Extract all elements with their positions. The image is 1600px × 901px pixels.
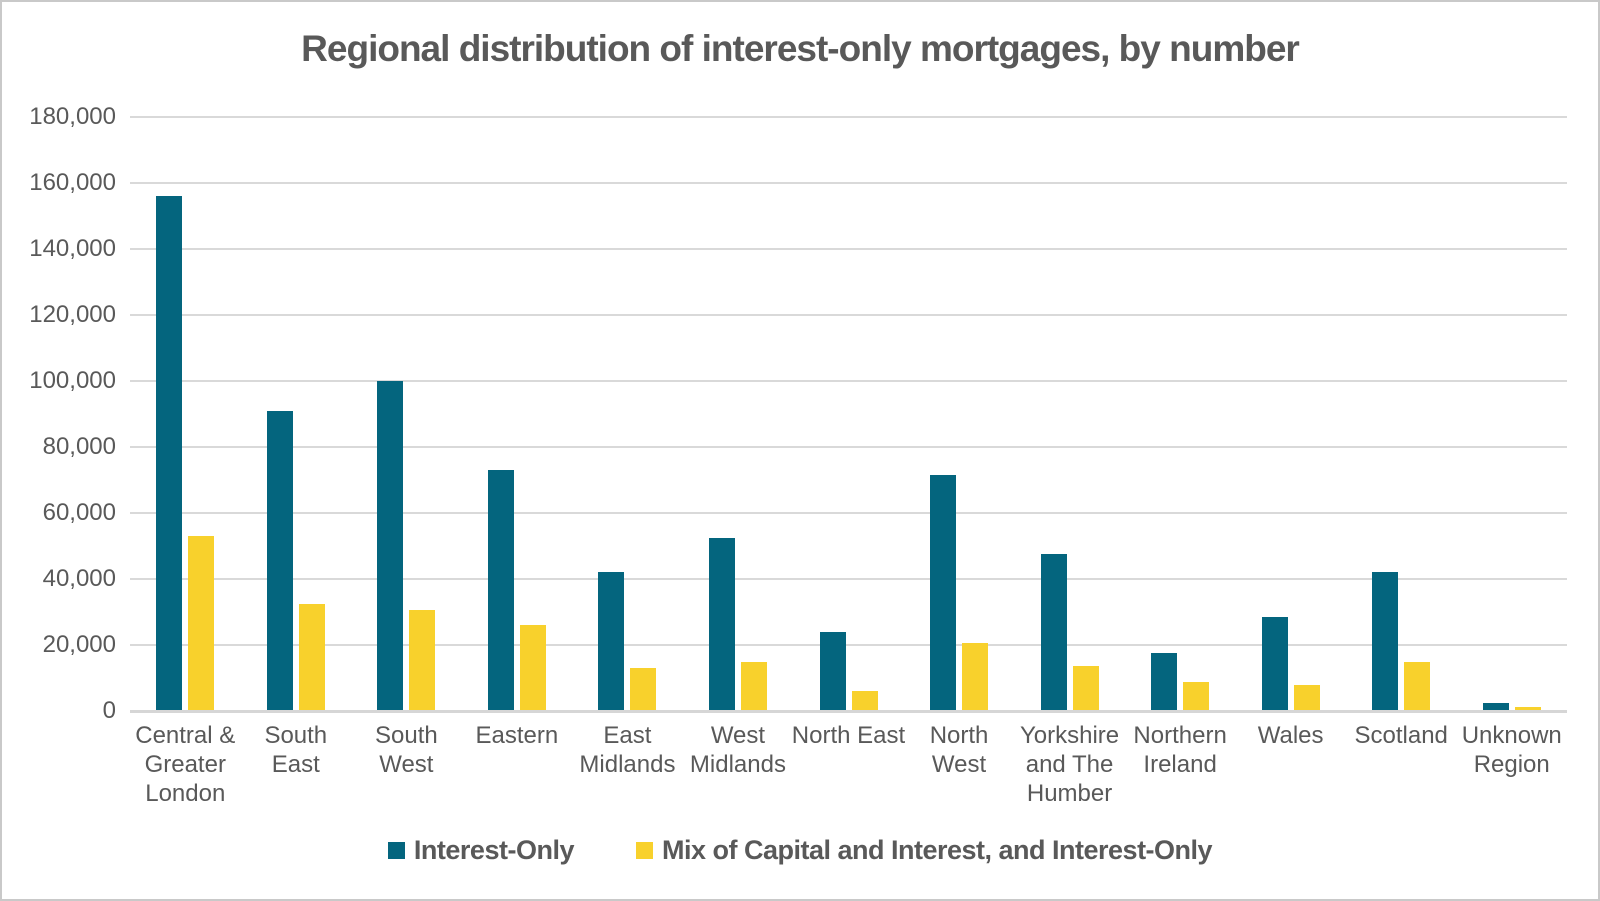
gridline (130, 512, 1567, 514)
bar-mix-east-midlands (630, 668, 657, 711)
bar-mix-unknown-region (1514, 707, 1541, 711)
legend-item-interest-only: Interest-Only (387, 835, 575, 866)
x-category-label-east-midlands: East Midlands (579, 722, 676, 778)
x-category-label-central-greater-london: Central & Greater London (135, 722, 236, 807)
gridline (130, 182, 1567, 184)
bar-mix-yorkshire-and-the-humber (1072, 666, 1099, 711)
x-category-label-yorkshire-and-the-humber: Yorkshire and The Humber (1019, 722, 1120, 807)
bar-interest-only-unknown-region (1482, 702, 1509, 711)
x-category-label-west-midlands: West Midlands (689, 722, 786, 778)
y-tick-label: 160,000 (29, 169, 116, 196)
bar-interest-only-north-west (930, 475, 957, 711)
x-axis-line (130, 710, 1567, 713)
x-category-label-north-east: North East (791, 722, 906, 749)
bar-mix-north-east (851, 691, 878, 711)
bar-mix-south-west (409, 610, 436, 711)
bar-interest-only-central-greater-london (156, 196, 183, 711)
y-tick-label: 60,000 (42, 499, 116, 526)
bar-mix-central-greater-london (188, 536, 215, 711)
x-category-label-eastern: Eastern (475, 722, 559, 749)
bar-mix-south-east (298, 603, 325, 711)
legend-label-interest-only: Interest-Only (413, 835, 575, 865)
bar-mix-scotland (1404, 661, 1431, 711)
legend-item-mix: Mix of Capital and Interest, and Interes… (635, 835, 1213, 866)
x-category-label-scotland: Scotland (1354, 722, 1448, 749)
y-tick-label: 120,000 (29, 301, 116, 328)
x-category-label-south-west: South West (374, 722, 438, 778)
bar-interest-only-west-midlands (708, 537, 735, 711)
bar-interest-only-northern-ireland (1151, 653, 1178, 711)
gridline (130, 644, 1567, 646)
legend-label-mix: Mix of Capital and Interest, and Interes… (661, 835, 1213, 865)
y-tick-label: 80,000 (42, 433, 116, 460)
gridline (130, 314, 1567, 316)
legend-marker-interest-only-icon (387, 842, 405, 859)
x-category-label-northern-ireland: Northern Ireland (1133, 722, 1227, 778)
bar-mix-wales (1293, 685, 1320, 711)
y-tick-label: 180,000 (29, 103, 116, 130)
x-category-label-unknown-region: Unknown Region (1461, 722, 1562, 778)
legend-marker-mix-icon (635, 842, 653, 859)
bar-interest-only-yorkshire-and-the-humber (1040, 554, 1067, 711)
gridline (130, 380, 1567, 382)
x-category-label-south-east: South East (264, 722, 328, 778)
bar-interest-only-south-east (266, 410, 293, 711)
bar-interest-only-eastern (487, 470, 514, 711)
bar-interest-only-wales (1261, 616, 1288, 711)
y-tick-label: 40,000 (42, 565, 116, 592)
x-category-label-north-west: North West (929, 722, 989, 778)
bar-mix-west-midlands (740, 661, 767, 711)
legend: Interest-Only Mix of Capital and Interes… (2, 835, 1598, 866)
gridline (130, 116, 1567, 118)
gridline (130, 446, 1567, 448)
y-tick-label: 100,000 (29, 367, 116, 394)
x-category-label-wales: Wales (1257, 722, 1324, 749)
y-tick-label: 0 (102, 697, 116, 724)
bar-mix-northern-ireland (1183, 682, 1210, 711)
bar-interest-only-scotland (1372, 572, 1399, 711)
bar-interest-only-north-east (819, 631, 846, 711)
bar-interest-only-south-west (377, 381, 404, 711)
y-tick-label: 140,000 (29, 235, 116, 262)
gridline (130, 248, 1567, 250)
chart-title: Regional distribution of interest-only m… (301, 28, 1300, 69)
bar-mix-north-west (962, 643, 989, 711)
gridline (130, 578, 1567, 580)
bar-interest-only-east-midlands (598, 572, 625, 711)
y-tick-label: 20,000 (42, 631, 116, 658)
bar-mix-eastern (519, 625, 546, 711)
